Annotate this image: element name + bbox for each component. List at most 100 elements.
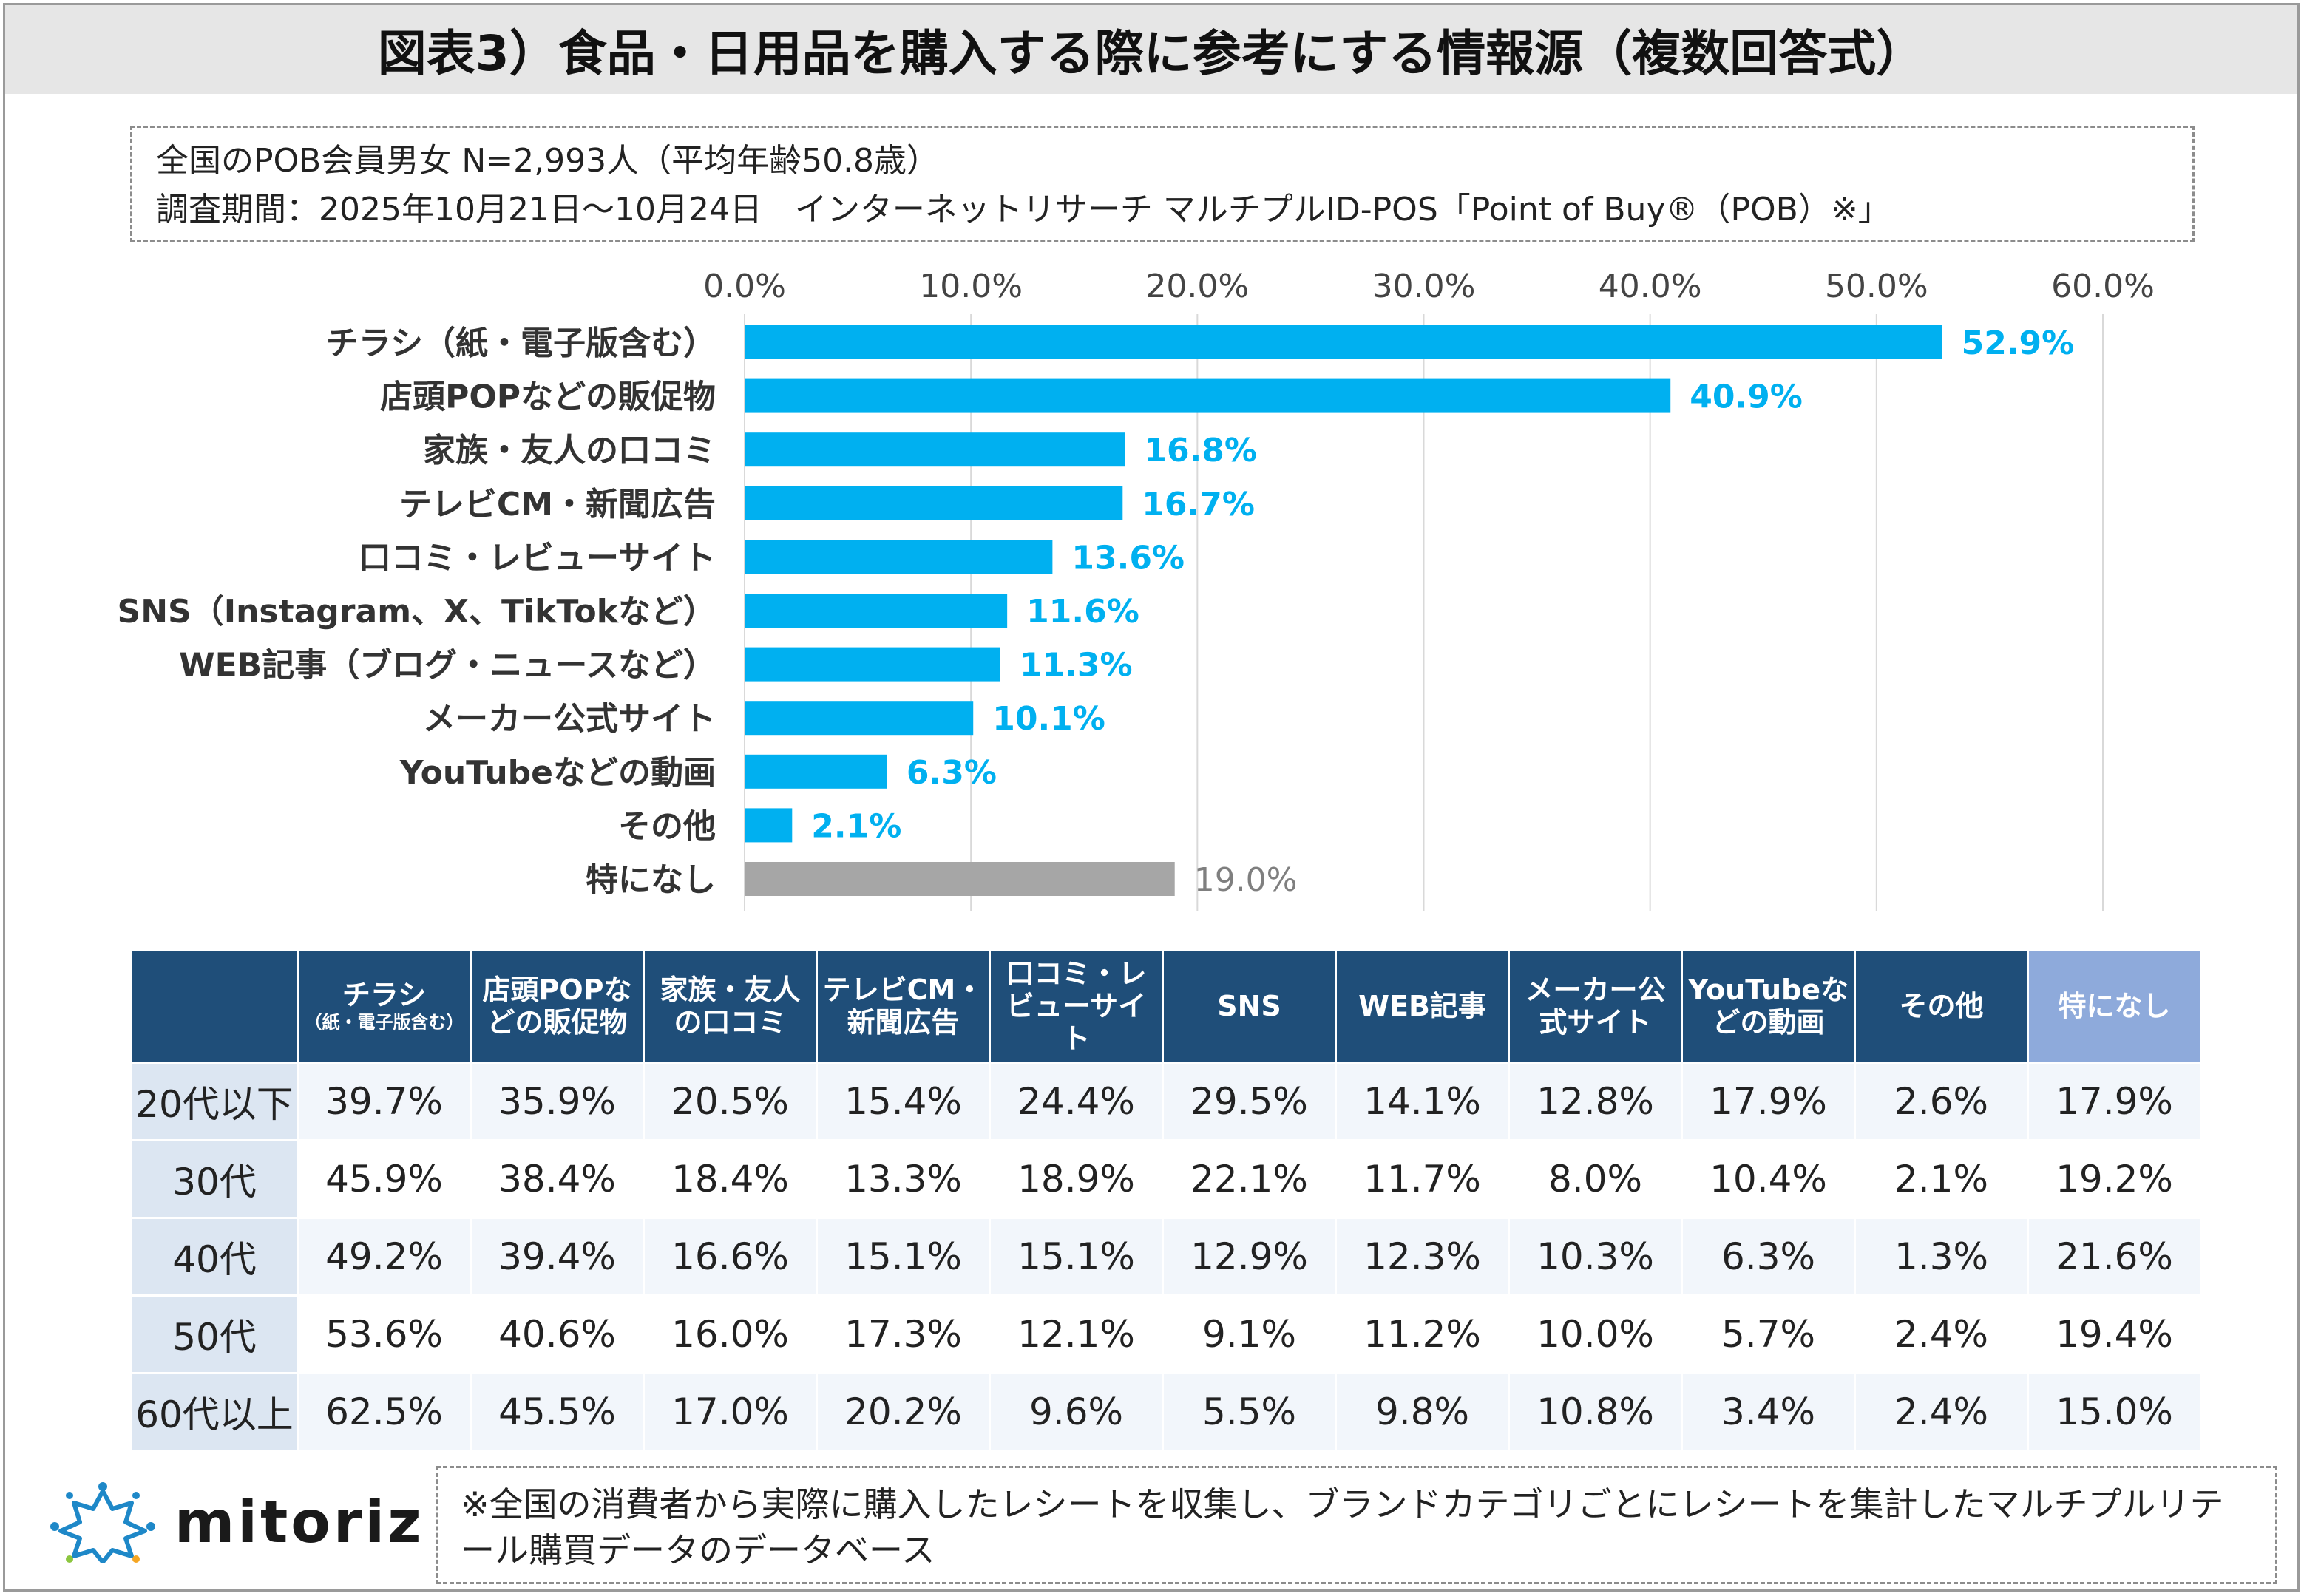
x-tick-label: 10.0% [919, 268, 1023, 305]
figure-title: 図表3）食品・日用品を購入する際に参考にする情報源（複数回答式） [5, 5, 2297, 94]
table-cell: 17.9% [2029, 1064, 2200, 1139]
data-label: 52.9% [1962, 325, 2075, 362]
data-label: 2.1% [811, 807, 901, 845]
category-label: 家族・友人の口コミ [423, 432, 716, 469]
category-label: YouTubeなどの動画 [399, 754, 716, 792]
data-label: 16.7% [1142, 486, 1255, 523]
column-header-label: WEB記事 [1358, 990, 1486, 1022]
table-cell: 15.0% [2029, 1374, 2200, 1450]
table-cell: 11.2% [1337, 1297, 1508, 1372]
table-cell: 10.0% [1510, 1297, 1681, 1372]
category-label: SNS（Instagram、X、TikTokなど） [118, 593, 716, 631]
column-header-label: 口コミ・レビューサイト [1006, 957, 1147, 1055]
table-cell: 22.1% [1164, 1141, 1335, 1217]
bar [745, 432, 1125, 467]
footnote-box: ※全国の消費者から実際に購入したレシートを収集し、ブランドカテゴリごとにレシート… [436, 1466, 2277, 1584]
column-header-label: 家族・友人の口コミ [660, 974, 801, 1039]
row-header: 60代以上 [132, 1374, 297, 1450]
column-header: YouTubeなどの動画 [1683, 951, 1854, 1062]
table-cell: 38.4% [472, 1141, 643, 1217]
column-header-label: YouTubeなどの動画 [1688, 974, 1849, 1039]
data-label: 13.6% [1071, 539, 1185, 577]
table-cell: 20.2% [818, 1374, 989, 1450]
x-tick-label: 30.0% [1372, 268, 1476, 305]
category-label: 店頭POPなどの販促物 [380, 378, 716, 416]
table-cell: 10.4% [1683, 1141, 1854, 1217]
column-header: その他 [1856, 951, 2027, 1062]
data-label: 19.0% [1194, 861, 1298, 899]
table-cell: 2.6% [1856, 1064, 2027, 1139]
bar [745, 540, 1053, 574]
sparkle-ring-logo-icon [50, 1482, 155, 1563]
x-tick-label: 20.0% [1145, 268, 1249, 305]
table-cell: 17.0% [645, 1374, 816, 1450]
table-body: 20代以下 39.7% 35.9% 20.5% 15.4% 24.4% 29.5% 14.1%… [132, 1064, 2200, 1450]
table-cell: 15.1% [818, 1219, 989, 1294]
row-header: 40代 [132, 1219, 297, 1294]
table-cell: 12.9% [1164, 1219, 1335, 1294]
bar [745, 754, 887, 789]
column-header: SNS [1164, 951, 1335, 1062]
table-cell: 5.5% [1164, 1374, 1335, 1450]
table-cell: 3.4% [1683, 1374, 1854, 1450]
category-label: 特になし [586, 861, 716, 899]
table-cell: 12.3% [1337, 1219, 1508, 1294]
column-header: 口コミ・レビューサイト [991, 951, 1162, 1062]
data-label: 10.1% [992, 700, 1105, 738]
table-cell: 5.7% [1683, 1297, 1854, 1372]
bar [745, 594, 1008, 628]
table-cell: 39.4% [472, 1219, 643, 1294]
table-cell: 21.6% [2029, 1219, 2200, 1294]
table-row: 60代以上 62.5% 45.5% 17.0% 20.2% 9.6% 5.5% 9.8% 10.… [132, 1374, 2200, 1450]
table-cell: 2.1% [1856, 1141, 2027, 1217]
column-header: チラシ （紙・電子版含む） [299, 951, 470, 1062]
mitoriz-logo: mitoriz [47, 1482, 424, 1563]
column-header: WEB記事 [1337, 951, 1508, 1062]
age-breakdown-table: チラシ （紙・電子版含む） 店頭POPなどの販促物 家族・友人の口コミ テレビCM・新聞… [130, 948, 2202, 1452]
table-cell: 10.8% [1510, 1374, 1681, 1450]
bar [745, 862, 1175, 896]
column-header-sublabel: （紙・電子版含む） [304, 1012, 464, 1033]
table-cell: 12.8% [1510, 1064, 1681, 1139]
column-header: 店頭POPなどの販促物 [472, 951, 643, 1062]
table-cell: 40.6% [472, 1297, 643, 1372]
table-cell: 45.9% [299, 1141, 470, 1217]
table-cell: 9.8% [1337, 1374, 1508, 1450]
table-cell: 16.6% [645, 1219, 816, 1294]
table-cell: 20.5% [645, 1064, 816, 1139]
table-cell: 35.9% [472, 1064, 643, 1139]
column-header-label: テレビCM・新聞広告 [822, 974, 984, 1039]
category-label: メーカー公式サイト [423, 700, 716, 738]
table-cell: 10.3% [1510, 1219, 1681, 1294]
table-cell: 9.1% [1164, 1297, 1335, 1372]
column-header: 家族・友人の口コミ [645, 951, 816, 1062]
table-cell: 15.4% [818, 1064, 989, 1139]
category-label: テレビCM・新聞広告 [399, 486, 716, 523]
table-cell: 9.6% [991, 1374, 1162, 1450]
table-cell: 49.2% [299, 1219, 470, 1294]
table-cell: 53.6% [299, 1297, 470, 1372]
table-cell: 29.5% [1164, 1064, 1335, 1139]
bar-chart: 0.0% 10.0% 20.0% 30.0% 40.0% 50.0% 60.0% チラシ（紙・… [118, 268, 2155, 911]
column-header-label: SNS [1217, 990, 1281, 1022]
table-cell: 62.5% [299, 1374, 470, 1450]
table-cell: 13.3% [818, 1141, 989, 1217]
bar [745, 378, 1671, 413]
table-cell: 2.4% [1856, 1297, 2027, 1372]
x-tick-label: 0.0% [703, 268, 786, 305]
table-cell: 12.1% [991, 1297, 1162, 1372]
category-label: WEB記事（ブログ・ニュースなど） [179, 647, 716, 685]
table-row: 40代 49.2% 39.4% 16.6% 15.1% 15.1% 12.9% 12.3% 10… [132, 1219, 2200, 1294]
table-cell: 24.4% [991, 1064, 1162, 1139]
data-label: 16.8% [1144, 432, 1257, 469]
column-header: テレビCM・新聞広告 [818, 951, 989, 1062]
table-cell: 8.0% [1510, 1141, 1681, 1217]
survey-sample-line: 全国のPOB会員男女 N=2,993人（平均年齢50.8歳） [156, 142, 940, 180]
table-cell: 17.3% [818, 1297, 989, 1372]
table-row: 30代 45.9% 38.4% 18.4% 13.3% 18.9% 22.1% 11.7% 8.… [132, 1141, 2200, 1217]
category-label: 口コミ・レビューサイト [359, 539, 716, 577]
data-label: 11.6% [1026, 593, 1139, 631]
bar [745, 486, 1123, 520]
column-header-label: その他 [1899, 990, 1984, 1022]
column-header-label: 特になし [2058, 990, 2171, 1022]
